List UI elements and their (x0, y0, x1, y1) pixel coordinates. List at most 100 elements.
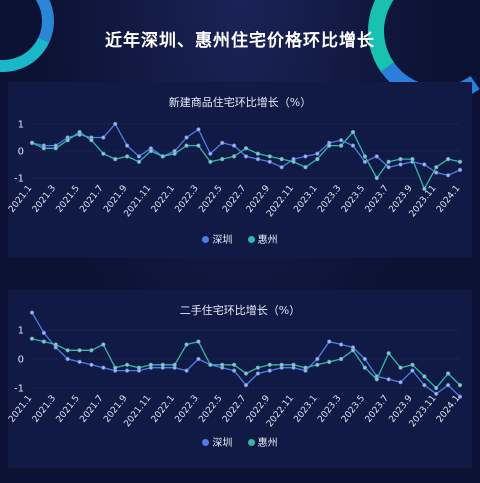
y-tick-label: 0 (18, 147, 24, 158)
data-point (243, 154, 249, 159)
data-point (374, 175, 379, 181)
data-point (41, 339, 46, 344)
data-point (196, 127, 201, 132)
data-point (232, 154, 237, 159)
x-tick-label: 2021.7 (78, 184, 105, 215)
data-point (41, 146, 46, 151)
x-tick-label: 2023.7 (364, 184, 391, 215)
data-point (255, 151, 260, 156)
legend-item-huizhou[interactable]: 惠州 (247, 434, 278, 449)
data-point (398, 380, 403, 385)
data-point (315, 151, 320, 156)
data-point (374, 377, 379, 382)
data-point (339, 138, 344, 143)
data-point (291, 159, 296, 164)
legend-resale-homes: 深圳 惠州 (8, 434, 472, 449)
data-point (232, 368, 237, 373)
data-point (350, 143, 356, 148)
data-point (172, 362, 177, 367)
data-point (101, 151, 106, 156)
data-point (255, 365, 260, 370)
data-point (136, 159, 142, 164)
series-line-huizhou (31, 131, 461, 190)
x-tick-label: 2022.7 (221, 184, 248, 215)
chart-title-new-homes: 新建商品住宅环比增长（%） (168, 96, 312, 109)
x-tick-label: 2023.5 (340, 394, 367, 425)
data-point (65, 356, 70, 362)
legend-label: 深圳 (212, 438, 233, 449)
data-point (101, 365, 106, 370)
legend-item-shenzhen[interactable]: 深圳 (202, 434, 232, 449)
data-point (208, 159, 213, 164)
data-point (89, 348, 94, 353)
data-point (172, 151, 177, 156)
data-point (267, 362, 272, 367)
y-tick-label: 0 (18, 355, 24, 366)
data-point (113, 156, 118, 162)
data-point (77, 359, 82, 364)
data-point (327, 339, 332, 344)
data-point (101, 135, 106, 140)
data-point (41, 330, 46, 336)
data-point (339, 342, 344, 347)
x-tick-label: 2022.7 (221, 394, 248, 425)
data-point (339, 143, 344, 148)
data-point (125, 368, 130, 373)
data-point (279, 165, 284, 170)
data-point (446, 156, 451, 162)
x-tick-label: 2021.1 (7, 394, 34, 425)
legend-dot-icon (202, 236, 210, 243)
data-point (386, 377, 391, 382)
legend-item-huizhou[interactable]: 惠州 (247, 231, 278, 246)
data-point (457, 159, 463, 164)
data-point (446, 382, 451, 388)
data-point (148, 148, 153, 154)
y-tick-label: 1 (18, 120, 24, 131)
data-point (113, 365, 118, 370)
data-point (434, 170, 439, 175)
data-point (457, 394, 463, 399)
data-point (232, 143, 237, 148)
data-point (434, 391, 439, 396)
chart-panel-resale-homes: 二手住宅环比增长（%） 1 0 -1 2021.1 2021.3 2021.5 2021.7… (7, 290, 472, 468)
data-point (386, 351, 391, 356)
data-point (208, 151, 213, 156)
data-point (113, 121, 118, 127)
data-point (184, 135, 189, 140)
legend-label: 惠州 (257, 235, 278, 246)
legend-dot-icon (247, 236, 255, 243)
data-point (267, 154, 272, 159)
data-point (291, 362, 296, 367)
data-point (220, 156, 225, 162)
data-point (196, 356, 201, 362)
data-point (267, 368, 272, 373)
x-tick-label: 2022.1 (150, 394, 177, 425)
data-point (410, 156, 415, 162)
data-point (279, 156, 284, 162)
x-tick-label: 2024.1 (435, 394, 462, 425)
data-point (457, 382, 463, 388)
data-point (362, 365, 367, 370)
data-point (339, 356, 344, 362)
chart-title-resale-homes: 二手住宅环比增长（%） (179, 304, 301, 317)
data-point (243, 371, 249, 376)
data-point (125, 362, 130, 367)
legend-item-shenzhen[interactable]: 深圳 (202, 231, 232, 246)
data-point (184, 342, 189, 347)
data-point (196, 339, 201, 344)
data-point (196, 143, 201, 148)
data-point (220, 362, 225, 367)
data-point (350, 129, 356, 135)
data-point (315, 362, 320, 367)
data-point (65, 138, 70, 143)
x-tick-label: 2023.3 (316, 394, 343, 425)
data-point (267, 159, 272, 164)
x-tick-label: 2023.3 (316, 184, 343, 215)
legend-dot-icon (202, 439, 210, 446)
legend-label: 惠州 (257, 438, 278, 449)
data-point (398, 162, 403, 167)
page-title: 近年深圳、惠州住宅价格环比增长 (105, 31, 375, 51)
data-point (243, 382, 249, 388)
y-tick-label: 1 (18, 326, 24, 337)
data-point (184, 368, 189, 373)
